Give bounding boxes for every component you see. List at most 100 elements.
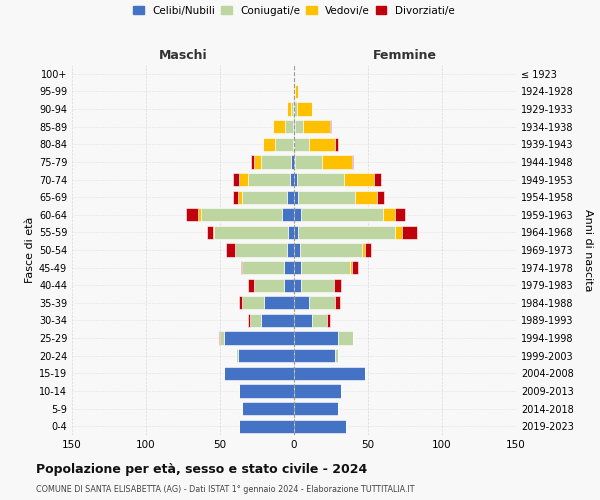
Bar [275, 138, 293, 151]
Bar [242, 296, 265, 310]
Bar [235, 244, 287, 256]
Bar [309, 296, 335, 310]
Bar [233, 173, 239, 186]
Bar [293, 120, 294, 134]
Bar [298, 190, 355, 204]
Bar [295, 156, 322, 168]
Bar [288, 226, 294, 239]
Bar [284, 261, 294, 274]
Bar [395, 208, 405, 222]
Bar [248, 278, 254, 292]
Bar [239, 296, 242, 310]
Bar [352, 261, 358, 274]
Bar [293, 138, 294, 151]
Bar [251, 156, 254, 168]
Bar [294, 120, 295, 134]
Text: Popolazione per età, sesso e stato civile - 2024: Popolazione per età, sesso e stato civil… [36, 462, 367, 475]
Bar [301, 261, 350, 274]
Bar [301, 208, 383, 222]
Bar [265, 296, 294, 310]
Bar [186, 208, 198, 222]
Bar [297, 102, 312, 116]
Bar [294, 278, 301, 292]
Bar [206, 226, 212, 239]
Bar [297, 173, 344, 186]
Bar [239, 384, 294, 398]
Bar [294, 314, 312, 327]
Bar [295, 120, 303, 134]
Bar [248, 173, 290, 186]
Bar [273, 120, 285, 134]
Bar [350, 261, 352, 274]
Bar [309, 138, 335, 151]
Bar [352, 156, 353, 168]
Bar [294, 420, 346, 433]
Bar [262, 314, 294, 327]
Bar [312, 314, 326, 327]
Bar [226, 244, 235, 256]
Text: COMUNE DI SANTA ELISABETTA (AG) - Dati ISTAT 1° gennaio 2024 - Elaborazione TUTT: COMUNE DI SANTA ELISABETTA (AG) - Dati I… [36, 485, 415, 494]
Bar [224, 366, 294, 380]
Bar [294, 102, 297, 116]
Bar [294, 156, 295, 168]
Bar [335, 349, 338, 362]
Bar [303, 120, 329, 134]
Bar [294, 244, 300, 256]
Bar [239, 173, 248, 186]
Bar [291, 156, 294, 168]
Bar [238, 190, 242, 204]
Bar [290, 173, 294, 186]
Bar [294, 261, 301, 274]
Bar [374, 173, 382, 186]
Bar [294, 366, 365, 380]
Bar [294, 190, 298, 204]
Bar [322, 156, 352, 168]
Bar [284, 278, 294, 292]
Bar [198, 208, 201, 222]
Bar [298, 226, 395, 239]
Bar [300, 244, 362, 256]
Bar [285, 120, 293, 134]
Bar [282, 208, 294, 222]
Bar [294, 85, 295, 98]
Bar [293, 102, 294, 116]
Bar [287, 102, 291, 116]
Bar [250, 314, 262, 327]
Y-axis label: Anni di nascita: Anni di nascita [583, 209, 593, 291]
Bar [218, 332, 220, 344]
Text: Femmine: Femmine [373, 50, 437, 62]
Bar [383, 208, 395, 222]
Bar [263, 138, 275, 151]
Bar [335, 296, 340, 310]
Bar [355, 190, 377, 204]
Bar [242, 402, 294, 415]
Bar [293, 85, 294, 98]
Bar [214, 226, 288, 239]
Bar [294, 384, 341, 398]
Bar [233, 190, 238, 204]
Bar [395, 226, 402, 239]
Bar [212, 226, 214, 239]
Bar [236, 349, 238, 362]
Bar [224, 332, 294, 344]
Y-axis label: Fasce di età: Fasce di età [25, 217, 35, 283]
Bar [201, 208, 282, 222]
Bar [248, 314, 250, 327]
Bar [329, 120, 331, 134]
Bar [294, 138, 309, 151]
Bar [334, 278, 341, 292]
Legend: Celibi/Nubili, Coniugati/e, Vedovi/e, Divorziati/e: Celibi/Nubili, Coniugati/e, Vedovi/e, Di… [131, 4, 457, 18]
Bar [402, 226, 417, 239]
Bar [287, 190, 294, 204]
Bar [294, 402, 338, 415]
Bar [291, 102, 293, 116]
Bar [262, 156, 291, 168]
Bar [295, 85, 298, 98]
Bar [254, 156, 262, 168]
Bar [242, 190, 287, 204]
Text: Maschi: Maschi [158, 50, 208, 62]
Bar [241, 261, 242, 274]
Bar [344, 173, 374, 186]
Bar [338, 332, 353, 344]
Bar [220, 332, 224, 344]
